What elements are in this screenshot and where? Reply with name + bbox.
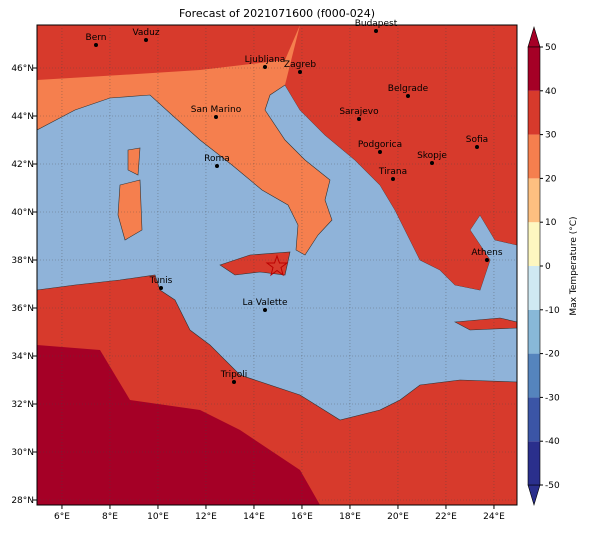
colorbar-tick-label: -30 [545, 393, 560, 403]
city-dot [232, 380, 236, 384]
colorbar-tick-label: 0 [545, 262, 551, 272]
map-frame [36, 24, 518, 506]
colorbar-tick-label: 20 [545, 174, 557, 184]
lon-tick-label: 6°E [54, 512, 70, 522]
colorbar-tick-label: 50 [545, 43, 557, 53]
sicily-star [265, 254, 289, 277]
colorbar-bin [528, 134, 540, 179]
city-label: Podgorica [358, 140, 402, 150]
city-label: La Valette [243, 298, 288, 308]
city-label: Zagreb [284, 60, 316, 70]
colorbar-bin [528, 309, 540, 354]
lon-tick-label: 20°E [387, 512, 409, 522]
colorbar-bottom-arrow [527, 484, 541, 507]
alps-hot [37, 25, 300, 80]
city-dot [485, 258, 489, 262]
lon-tick-label: 12°E [195, 512, 217, 522]
colorbar-tick-label: 10 [545, 218, 557, 228]
lat-tick-label: 30°N [11, 448, 34, 458]
city-label: Tripoli [220, 370, 248, 380]
lon-tick-label: 14°E [243, 512, 265, 522]
city-dot [159, 286, 163, 290]
city-label: Bern [86, 33, 107, 43]
lat-tick-label: 34°N [11, 352, 34, 362]
lon-tick-label: 22°E [435, 512, 457, 522]
colorbar-tick-label: -10 [545, 306, 560, 316]
colorbar-label: Max Temperature (°C) [569, 216, 579, 315]
city-dot [215, 164, 219, 168]
lat-tick-label: 40°N [11, 208, 34, 218]
city-dot [263, 308, 267, 312]
lat-tick-label: 44°N [11, 112, 34, 122]
city-dot [263, 65, 267, 69]
colorbar-bin [528, 178, 540, 223]
lon-tick-label: 16°E [291, 512, 313, 522]
map [36, 24, 518, 506]
colorbar-bin [528, 441, 540, 485]
city-dot [94, 43, 98, 47]
lat-tick-label: 36°N [11, 304, 34, 314]
lat-tick-label: 38°N [11, 256, 34, 266]
lat-tick-label: 28°N [11, 496, 34, 506]
colorbar-bin [528, 222, 540, 266]
city-dot [214, 115, 218, 119]
city-dot [144, 38, 148, 42]
balkans-hot [285, 25, 517, 290]
colorbar-tick-label: -20 [545, 350, 560, 360]
city-dot [298, 70, 302, 74]
city-label: Sofia [466, 135, 488, 145]
colorbar-bin [528, 397, 540, 442]
sahara-hottest [37, 345, 320, 505]
lon-tick-label: 24°E [483, 512, 505, 522]
city-label: Belgrade [388, 84, 429, 94]
lat-tick-label: 32°N [11, 400, 34, 410]
colorbar-tick-label: 40 [545, 87, 557, 97]
lon-tick-label: 18°E [339, 512, 361, 522]
city-label: San Marino [191, 105, 242, 115]
colorbar-bin [528, 47, 540, 91]
city-dot [374, 29, 378, 33]
colorbar-bin [528, 266, 540, 310]
city-label: Skopje [417, 151, 447, 161]
lat-tick-label: 42°N [11, 160, 34, 170]
city-dot [357, 117, 361, 121]
colorbar-top-arrow [527, 25, 541, 48]
lon-tick-label: 10°E [147, 512, 169, 522]
city-dot [430, 161, 434, 165]
colorbar-tick-label: 30 [545, 131, 557, 141]
colorbar-tick-label: -50 [545, 481, 560, 491]
city-label: Athens [471, 248, 502, 258]
city-dot [378, 150, 382, 154]
colorbar-tick-label: -40 [545, 437, 560, 447]
city-dot [475, 145, 479, 149]
corsica [127, 147, 141, 176]
city-label: Tirana [378, 167, 407, 177]
city-label: Sarajevo [339, 107, 379, 117]
lat-tick-label: 46°N [11, 64, 34, 74]
city-dot [391, 177, 395, 181]
colorbar: Max Temperature (°C) -50 -40 -30 -20 -10 0 10 2… [527, 25, 579, 507]
lon-tick-label: 8°E [102, 512, 118, 522]
colorbar-bin [528, 353, 540, 398]
colorbar-bin [528, 90, 540, 135]
city-label: Vaduz [132, 28, 159, 38]
city-label: Tunis [149, 276, 173, 286]
title: Forecast of 2021071600 (f000-024) [179, 7, 375, 20]
city-label: Roma [204, 154, 230, 164]
city-label: Ljubljana [245, 55, 286, 65]
sardinia [117, 179, 143, 241]
city-label: Budapest [355, 19, 398, 29]
city-dot [406, 94, 410, 98]
